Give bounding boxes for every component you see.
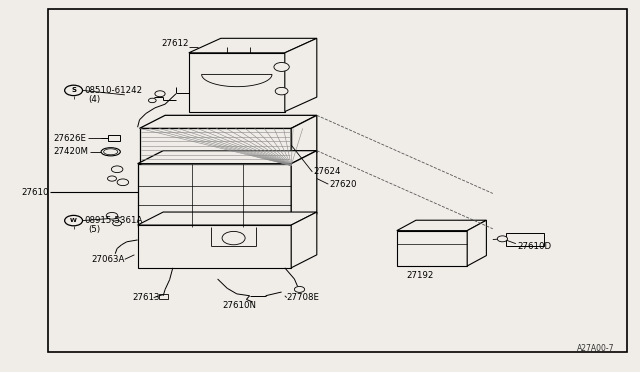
Text: 27610D: 27610D	[517, 242, 551, 251]
Circle shape	[148, 98, 156, 103]
Text: A27A00-7: A27A00-7	[577, 344, 614, 353]
Polygon shape	[189, 53, 285, 112]
Text: 27626E: 27626E	[53, 134, 86, 142]
Text: S: S	[71, 87, 76, 93]
Polygon shape	[159, 294, 168, 299]
Polygon shape	[506, 232, 544, 246]
Circle shape	[274, 62, 289, 71]
Polygon shape	[397, 231, 467, 266]
Circle shape	[111, 166, 123, 173]
Circle shape	[113, 221, 122, 226]
Text: 08915-5361A: 08915-5361A	[84, 216, 143, 225]
Text: 27610N: 27610N	[223, 301, 257, 310]
Circle shape	[294, 286, 305, 292]
Circle shape	[155, 91, 165, 97]
Polygon shape	[138, 151, 317, 164]
Text: 27420M: 27420M	[53, 147, 88, 156]
Circle shape	[65, 215, 83, 226]
Polygon shape	[138, 212, 317, 225]
Polygon shape	[467, 220, 486, 266]
Polygon shape	[291, 151, 317, 227]
Text: 27708E: 27708E	[287, 293, 320, 302]
Circle shape	[106, 212, 118, 219]
Circle shape	[65, 85, 83, 96]
Polygon shape	[285, 38, 317, 112]
Circle shape	[117, 179, 129, 186]
Circle shape	[275, 87, 288, 95]
Polygon shape	[202, 74, 272, 87]
Text: 27624: 27624	[314, 167, 341, 176]
Circle shape	[497, 236, 508, 242]
Polygon shape	[138, 164, 291, 227]
Polygon shape	[397, 220, 486, 231]
Text: 08510-61242: 08510-61242	[84, 86, 143, 95]
Polygon shape	[108, 135, 120, 141]
Text: 27620: 27620	[330, 180, 357, 189]
Text: (4): (4)	[88, 95, 100, 104]
Circle shape	[222, 231, 245, 245]
Polygon shape	[138, 225, 291, 268]
Polygon shape	[140, 115, 317, 128]
Text: 27192: 27192	[406, 271, 434, 280]
Ellipse shape	[104, 149, 118, 155]
Ellipse shape	[101, 148, 120, 156]
Polygon shape	[140, 128, 291, 166]
Text: W: W	[70, 218, 77, 223]
Text: 27063A: 27063A	[92, 255, 125, 264]
Text: 27610: 27610	[22, 188, 49, 197]
Polygon shape	[291, 115, 317, 166]
Polygon shape	[189, 38, 317, 53]
Circle shape	[108, 176, 116, 181]
Text: 27613: 27613	[132, 293, 160, 302]
Text: 27612: 27612	[161, 39, 189, 48]
Text: (5): (5)	[88, 225, 100, 234]
Polygon shape	[291, 212, 317, 268]
